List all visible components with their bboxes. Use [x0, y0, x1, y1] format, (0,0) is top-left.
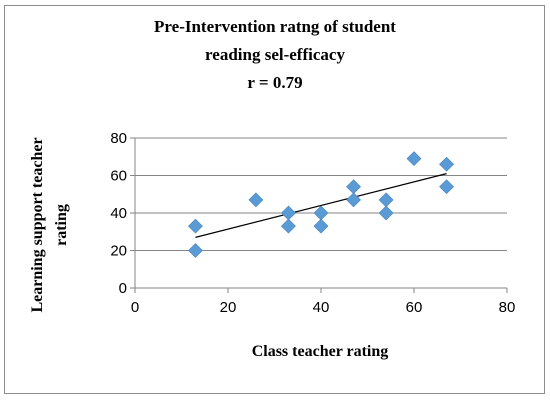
chart-title-line-1: Pre-Intervention ratng of student — [154, 17, 396, 36]
x-axis-label: Class teacher rating — [252, 343, 389, 360]
x-tick-label-0: 0 — [131, 299, 139, 316]
gridlines — [135, 137, 507, 251]
y-tick-label-0: 0 — [119, 280, 127, 297]
data-point-11 — [378, 205, 394, 221]
data-point-9 — [346, 192, 361, 208]
x-tick-label-20: 20 — [220, 299, 237, 316]
data-point-8 — [346, 179, 361, 195]
x-tick-label-60: 60 — [406, 299, 423, 316]
data-point-10 — [378, 192, 394, 208]
data-point-6 — [313, 205, 329, 221]
data-point-7 — [313, 218, 329, 234]
chart-title-line-2: reading sel-efficacy — [205, 45, 345, 64]
data-point-1 — [188, 218, 203, 234]
trendline-layer — [195, 173, 447, 238]
chart-frame — [4, 5, 545, 394]
y-axis-label-line-1: Learning support teacher — [29, 137, 46, 312]
y-tick-label-80: 80 — [110, 130, 127, 147]
y-tick-label-40: 40 — [110, 205, 127, 222]
x-tick-label-80: 80 — [499, 299, 516, 316]
y-tick-label-20: 20 — [110, 243, 127, 260]
data-point-5 — [281, 218, 296, 234]
trendline — [195, 173, 447, 238]
y-axis-label-line-2: rating — [53, 204, 70, 246]
chart-correlation-label: r = 0.79 — [247, 73, 303, 92]
data-point-3 — [248, 192, 264, 208]
data-point-2 — [188, 243, 203, 258]
tick-labels: 0 20 40 60 80 0 20 40 60 80 — [110, 130, 515, 316]
axes — [130, 137, 508, 293]
data-point-13 — [439, 156, 454, 172]
data-point-4 — [281, 205, 296, 221]
data-points — [188, 151, 454, 258]
y-tick-label-60: 60 — [110, 168, 127, 185]
data-point-14 — [439, 179, 454, 195]
x-tick-label-40: 40 — [313, 299, 330, 316]
data-point-12 — [406, 151, 422, 167]
